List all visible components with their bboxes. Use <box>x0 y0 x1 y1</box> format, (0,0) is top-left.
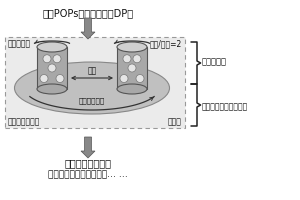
Circle shape <box>120 74 128 82</box>
Ellipse shape <box>37 42 67 52</box>
Bar <box>37 47 67 89</box>
Ellipse shape <box>117 84 147 94</box>
Circle shape <box>56 74 64 82</box>
Text: 球磨罐自转: 球磨罐自转 <box>8 39 31 48</box>
Text: 自转/公转=2: 自转/公转=2 <box>150 39 182 48</box>
Circle shape <box>48 64 56 72</box>
FancyArrow shape <box>81 137 95 158</box>
Circle shape <box>136 74 144 82</box>
Circle shape <box>128 64 136 72</box>
Text: 快速无害化地处置: 快速无害化地处置 <box>64 158 112 168</box>
Text: 降解成金属氯盐、无机碳… …: 降解成金属氯盐、无机碳… … <box>48 170 128 179</box>
Text: 不同添加剂: 不同添加剂 <box>202 58 227 66</box>
Circle shape <box>40 74 48 82</box>
Circle shape <box>43 55 51 63</box>
Ellipse shape <box>117 42 147 52</box>
Bar <box>117 47 147 89</box>
FancyArrow shape <box>81 18 95 39</box>
Text: 不同添加剂之间的配比: 不同添加剂之间的配比 <box>202 102 248 112</box>
Text: 新兴POPs物质得克隆（DP）: 新兴POPs物质得克隆（DP） <box>42 8 134 18</box>
Bar <box>5 37 185 128</box>
Ellipse shape <box>14 62 169 114</box>
Text: 球磨转盘公转: 球磨转盘公转 <box>79 97 105 104</box>
Circle shape <box>133 55 141 63</box>
Circle shape <box>123 55 131 63</box>
Ellipse shape <box>37 84 67 94</box>
Circle shape <box>53 55 61 63</box>
Text: 磨球: 磨球 <box>87 66 97 75</box>
Text: 球磨机: 球磨机 <box>168 117 182 126</box>
Text: 机械力化学反应: 机械力化学反应 <box>8 117 41 126</box>
